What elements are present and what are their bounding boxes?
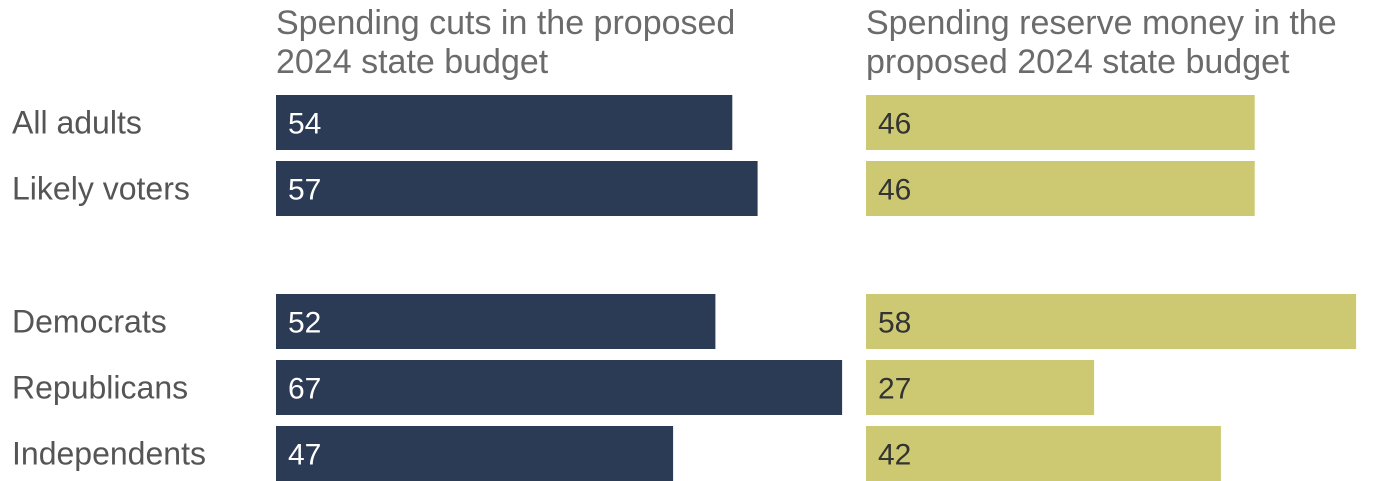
row-label: All adults xyxy=(12,105,142,141)
bar xyxy=(276,95,733,150)
bar xyxy=(866,161,1255,216)
data-label: 54 xyxy=(288,108,321,141)
data-label: 46 xyxy=(878,174,911,207)
bars-group: 54 57 52 67 47 xyxy=(276,95,843,481)
data-label: 58 xyxy=(878,307,911,340)
bar xyxy=(866,294,1357,349)
data-label: 46 xyxy=(878,108,911,141)
bars-group: 46 46 58 27 42 xyxy=(866,95,1357,481)
panel-spending-reserve: Spending reserve money in the proposed 2… xyxy=(866,4,1357,481)
panel-title-line-2: proposed 2024 state budget xyxy=(866,43,1290,81)
data-label: 42 xyxy=(878,439,911,472)
panel-spending-cuts: Spending cuts in the proposed 2024 state… xyxy=(276,4,843,481)
row-label: Likely voters xyxy=(12,171,190,207)
data-label: 52 xyxy=(288,307,321,340)
bar xyxy=(866,360,1095,415)
data-label: 67 xyxy=(288,373,321,406)
data-label: 27 xyxy=(878,373,911,406)
data-label: 47 xyxy=(288,439,321,472)
panel-title-line-2: 2024 state budget xyxy=(276,43,549,81)
panel-title-line-1: Spending cuts in the proposed xyxy=(276,4,735,42)
row-label: Republicans xyxy=(12,370,188,406)
bar xyxy=(866,426,1221,481)
row-labels: All adults Likely voters Democrats Republic… xyxy=(12,105,206,472)
panel-title-line-1: Spending reserve money in the xyxy=(866,4,1337,42)
data-label: 57 xyxy=(288,174,321,207)
bar xyxy=(276,294,716,349)
bar xyxy=(866,95,1255,150)
bar xyxy=(276,426,674,481)
row-label: Independents xyxy=(12,436,206,472)
bar xyxy=(276,161,758,216)
row-label: Democrats xyxy=(12,304,167,340)
bar xyxy=(276,360,843,415)
